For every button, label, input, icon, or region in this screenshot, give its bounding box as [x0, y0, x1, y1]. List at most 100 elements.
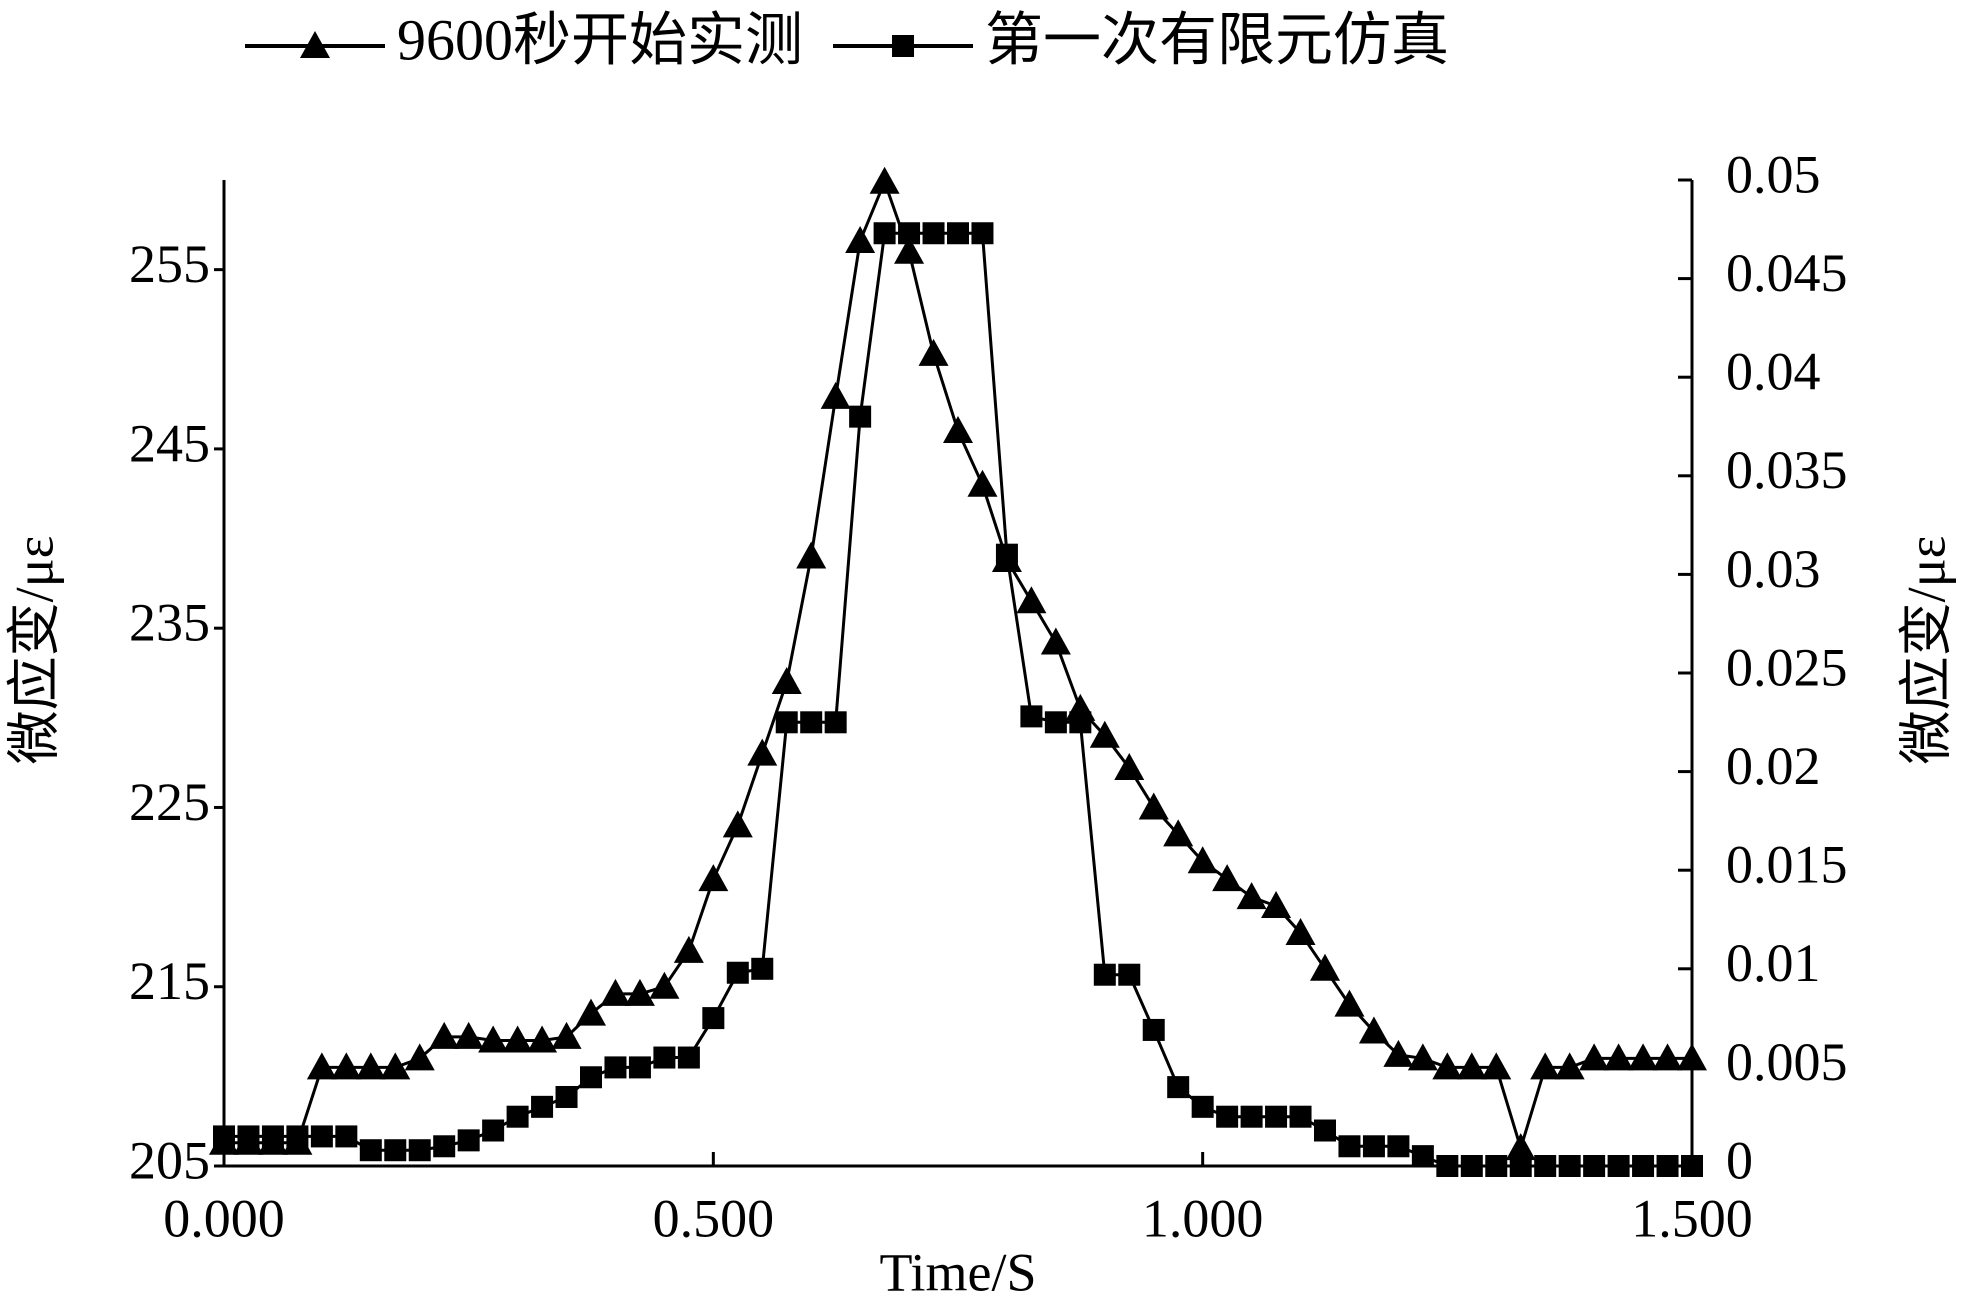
- data-point: [1583, 1155, 1606, 1177]
- data-point: [649, 971, 680, 999]
- data-point: [1436, 1155, 1459, 1177]
- y-tick-label: 245: [129, 413, 210, 473]
- data-point: [894, 236, 925, 264]
- data-point: [310, 1125, 333, 1148]
- data-point: [747, 738, 778, 766]
- data-point: [947, 222, 969, 245]
- y-tick-label: 255: [129, 234, 210, 294]
- data-point: [918, 338, 949, 366]
- y-tick-label: 205: [129, 1130, 210, 1190]
- y2-tick-label: 0.025: [1726, 637, 1848, 697]
- data-point: [1505, 1133, 1536, 1161]
- legend-marker: [892, 35, 915, 57]
- data-point: [453, 1021, 484, 1049]
- data-point: [1338, 1135, 1361, 1158]
- data-point: [820, 381, 851, 409]
- data-point: [824, 711, 847, 734]
- y2-tick-label: 0.035: [1726, 440, 1848, 500]
- data-point: [967, 469, 998, 497]
- data-point: [1481, 1052, 1512, 1080]
- data-point: [1187, 846, 1218, 874]
- y2-tick-label: 0.01: [1726, 933, 1821, 993]
- data-point: [1089, 720, 1120, 748]
- data-point: [580, 1066, 602, 1089]
- data-point: [1407, 1043, 1438, 1071]
- data-point: [457, 1129, 480, 1152]
- data-point: [1016, 586, 1047, 614]
- data-point: [1289, 1105, 1312, 1128]
- data-point: [482, 1119, 505, 1142]
- data-point: [1383, 1039, 1414, 1067]
- data-point: [1652, 1043, 1683, 1071]
- data-point: [796, 541, 827, 569]
- data-point: [873, 222, 896, 245]
- data-point: [380, 1052, 411, 1080]
- x-tick-label: 1.000: [1142, 1188, 1264, 1248]
- data-point: [335, 1125, 358, 1148]
- x-tick-label: 0.500: [653, 1188, 775, 1248]
- data-point: [359, 1139, 382, 1162]
- data-point: [1432, 1052, 1463, 1080]
- legend-marker: [300, 31, 330, 58]
- data-point: [751, 957, 774, 980]
- data-point: [408, 1139, 431, 1162]
- data-point: [527, 1025, 558, 1053]
- data-point: [331, 1052, 362, 1080]
- data-point: [1093, 963, 1116, 986]
- y2-tick-label: 0.045: [1726, 243, 1848, 303]
- data-point: [384, 1139, 407, 1162]
- data-point: [1044, 711, 1067, 734]
- data-point: [922, 222, 945, 245]
- data-point: [1362, 1135, 1385, 1158]
- data-point: [1236, 882, 1267, 910]
- data-point: [604, 1056, 627, 1079]
- data-point: [1628, 1043, 1659, 1071]
- data-point: [1167, 1076, 1190, 1099]
- data-point: [478, 1025, 509, 1053]
- data-point: [1114, 753, 1145, 781]
- data-point: [306, 1052, 337, 1080]
- x-tick-label: 1.500: [1631, 1188, 1753, 1248]
- data-point: [845, 225, 876, 253]
- data-point: [1040, 627, 1071, 655]
- data-point: [576, 998, 606, 1026]
- legend-label: 9600秒开始实测: [397, 7, 803, 72]
- data-point: [849, 405, 872, 428]
- data-point: [429, 1021, 460, 1049]
- data-point: [771, 666, 802, 694]
- y2-tick-label: 0.05: [1726, 144, 1821, 204]
- data-point: [800, 711, 823, 734]
- data-point: [971, 222, 994, 245]
- y-tick-label: 215: [129, 951, 210, 1011]
- data-point: [1607, 1155, 1630, 1177]
- data-point: [286, 1125, 309, 1148]
- data-point: [1358, 1016, 1389, 1044]
- data-point: [237, 1125, 260, 1148]
- data-point: [502, 1025, 533, 1053]
- data-point: [698, 864, 729, 892]
- y2-tick-label: 0.005: [1726, 1032, 1848, 1092]
- data-point: [1069, 711, 1092, 734]
- data-point: [433, 1135, 456, 1158]
- data-point: [1534, 1155, 1557, 1177]
- y-axis-label: 微应变/με: [4, 536, 64, 765]
- data-point: [653, 1046, 676, 1069]
- data-point: [261, 1125, 284, 1148]
- legend-label: 第一次有限元仿真: [985, 7, 1449, 72]
- data-point: [943, 415, 973, 443]
- data-point: [1681, 1155, 1703, 1177]
- data-point: [898, 222, 921, 245]
- data-point: [1020, 705, 1043, 728]
- data-point: [1558, 1155, 1581, 1177]
- data-point: [1191, 1095, 1214, 1118]
- data-point: [1142, 1018, 1165, 1041]
- series-line: [224, 177, 1692, 1154]
- data-point: [1387, 1135, 1410, 1158]
- data-point: [506, 1105, 529, 1128]
- data-point: [1456, 1052, 1487, 1080]
- data-point: [677, 1046, 700, 1069]
- data-point: [1265, 1105, 1288, 1128]
- data-point: [722, 810, 753, 838]
- y2-tick-label: 0.015: [1726, 835, 1848, 895]
